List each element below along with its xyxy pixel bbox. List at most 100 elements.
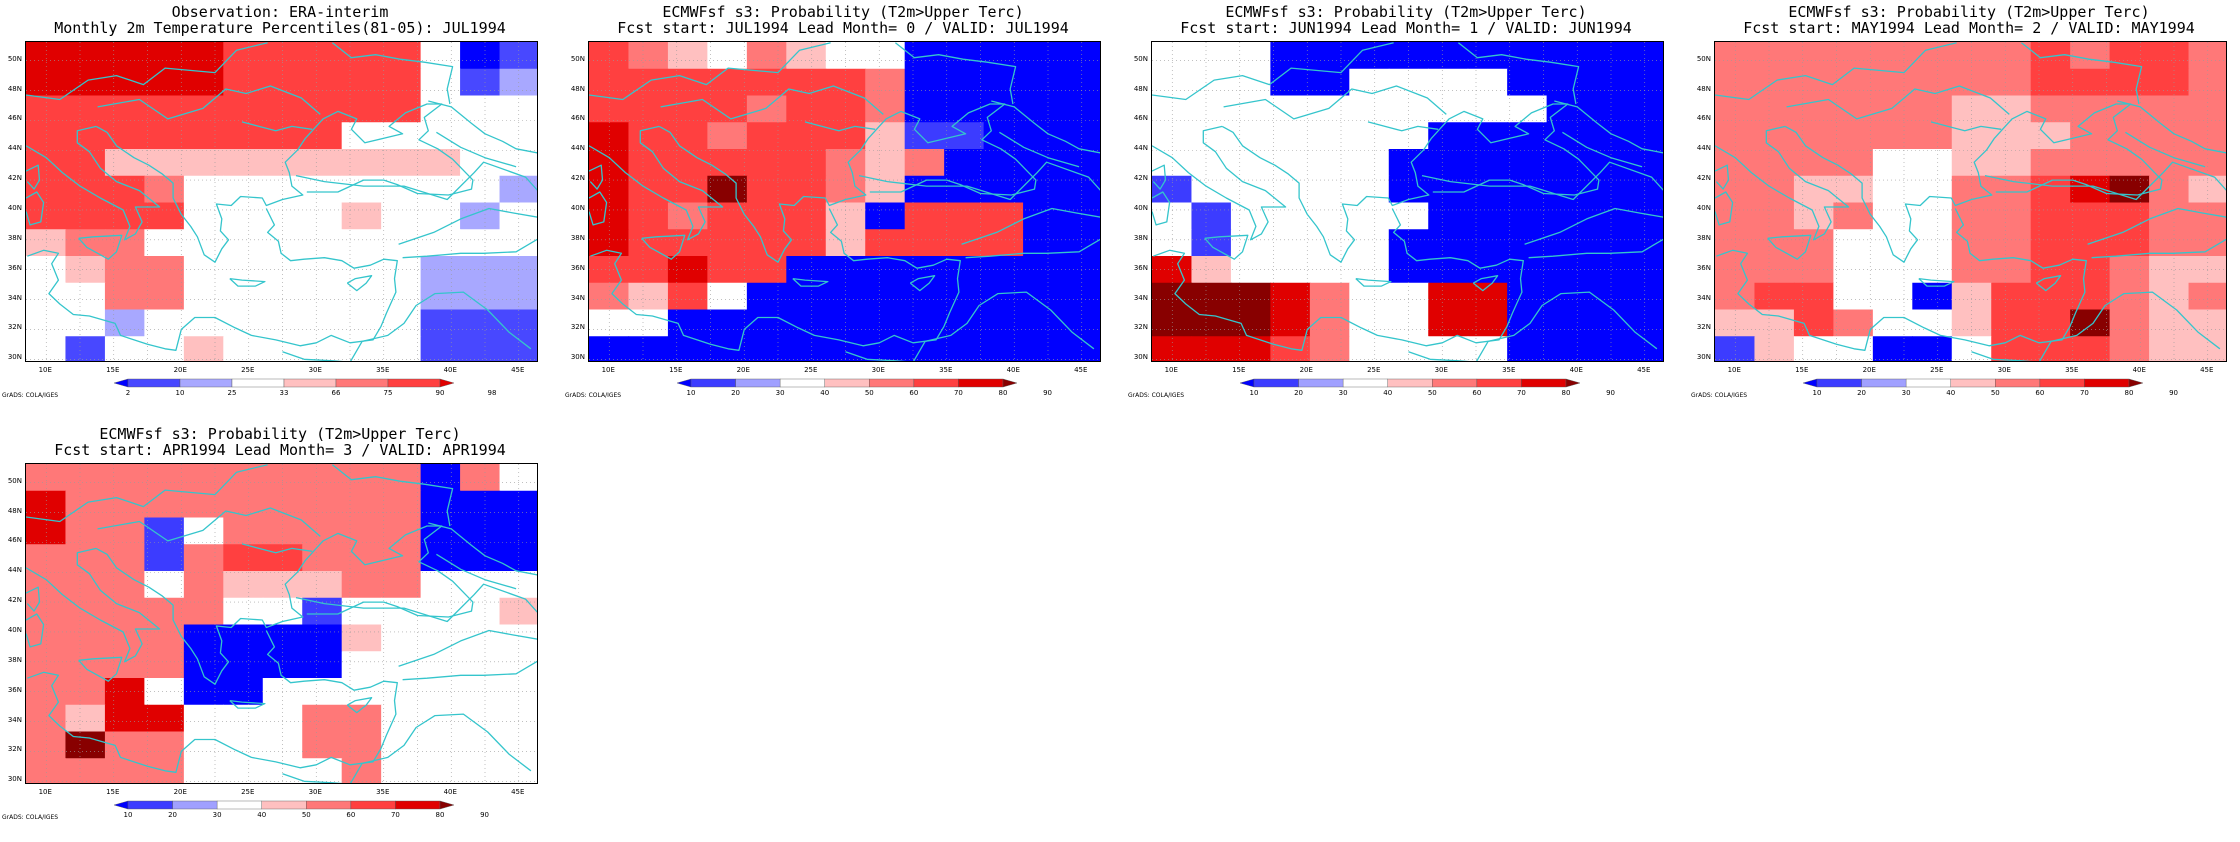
lat-tick-label: 40N — [7, 625, 22, 634]
grid-cell — [1872, 256, 1913, 284]
grid-cell — [1152, 202, 1193, 230]
lon-tick-label: 15E — [669, 366, 683, 374]
grid-cell — [1951, 149, 1992, 177]
grid-cell — [865, 42, 906, 70]
lat-tick-label: 48N — [1696, 84, 1711, 93]
grid-cell — [1388, 336, 1429, 361]
grid-cell — [104, 42, 145, 70]
lon-tick-label: 25E — [804, 366, 818, 374]
coastline — [346, 275, 373, 292]
grid-cell — [2030, 256, 2071, 284]
coastline — [589, 42, 831, 101]
grid-cell — [1546, 336, 1587, 361]
grid-cell — [2109, 68, 2150, 97]
lon-tick-label: 45E — [2200, 366, 2214, 374]
grid-cell — [825, 149, 866, 177]
grid-cell — [786, 202, 827, 230]
grid-cell — [1507, 309, 1548, 337]
lon-tick-label: 35E — [2065, 366, 2079, 374]
grid-cell — [1912, 282, 1953, 311]
grid-cell — [302, 309, 343, 337]
grid-cell — [1586, 336, 1627, 361]
grid-cell — [223, 95, 264, 123]
map-panel: Observation: ERA-interim Monthly 2m Tempe… — [0, 0, 560, 420]
grid-cell — [1467, 336, 1508, 361]
grid-cell — [2070, 42, 2111, 70]
grid-cell — [2030, 149, 2071, 177]
panel-title: ECMWFsf s3: Probability (T2m>Upper Terc) — [1788, 3, 2150, 21]
grid-cell — [707, 122, 748, 150]
shaded-map — [589, 42, 1100, 361]
lon-tick-label: 30E — [1434, 366, 1448, 374]
colorbar-swatch — [824, 378, 870, 388]
colorbar-swatch — [1802, 378, 1818, 388]
grid-cell — [460, 229, 501, 257]
lat-tick-label: 46N — [7, 114, 22, 123]
lat-tick-label: 40N — [1133, 203, 1148, 212]
grid-cell — [183, 731, 224, 759]
colorbar-label: 70 — [2079, 389, 2089, 397]
grid-cell — [1507, 68, 1548, 97]
lon-tick-label: 35E — [939, 366, 953, 374]
grid-cell — [65, 149, 106, 177]
grid-cell — [262, 544, 303, 572]
lat-tick-label: 40N — [570, 203, 585, 212]
grid-cell — [1023, 68, 1064, 97]
grid-cell — [707, 42, 748, 70]
coastline — [1152, 125, 1287, 241]
grid-cell — [262, 42, 303, 70]
grid-cell — [1625, 68, 1663, 97]
grid-cell — [223, 731, 264, 759]
grid-cell — [1349, 336, 1390, 361]
grid-cell — [1586, 149, 1627, 177]
grid-cell — [1754, 122, 1795, 150]
grid-cell — [2070, 282, 2111, 311]
grid-cell — [341, 149, 382, 177]
lat-tick-label: 38N — [570, 233, 585, 242]
colorbar-label: 90 — [1606, 389, 1616, 397]
coastline — [913, 291, 1095, 361]
lon-tick-label: 45E — [1074, 366, 1088, 374]
grid-cell — [983, 149, 1024, 177]
grid-cell — [341, 68, 382, 97]
lon-tick-label: 40E — [1569, 366, 1583, 374]
colorbar-swatch — [231, 378, 285, 388]
coastline — [1153, 208, 1524, 351]
grid-cell — [2030, 122, 2071, 150]
grid-cell — [1062, 282, 1100, 311]
grid-cell — [302, 517, 343, 545]
grid-cell — [104, 544, 145, 572]
grid-cell — [262, 517, 303, 545]
lon-tick-label: 30E — [1997, 366, 2011, 374]
colorbar-swatch — [1950, 378, 1996, 388]
coastline — [589, 125, 724, 241]
grid-cell — [1023, 336, 1064, 361]
lat-tick-label: 48N — [570, 84, 585, 93]
grid-cell — [1309, 42, 1350, 70]
coastline — [1367, 121, 1439, 132]
grid-cell — [1349, 256, 1390, 284]
grid-cell — [223, 758, 264, 783]
grid-cell — [262, 490, 303, 519]
lat-tick-label: 36N — [1133, 263, 1148, 272]
grid-cell — [144, 95, 185, 123]
grid-cell — [1793, 149, 1834, 177]
grid-cell — [1191, 256, 1232, 284]
colorbar-swatch — [350, 800, 396, 810]
grads-credit: GrADS: COLA/IGES — [565, 392, 622, 399]
grid-cell — [1270, 256, 1311, 284]
grid-cell — [1270, 42, 1311, 70]
grid-cell — [1309, 282, 1350, 311]
grid-cell — [1951, 336, 1992, 361]
grid-cell — [1023, 202, 1064, 230]
grid-cell — [904, 122, 945, 150]
grid-cell — [2188, 95, 2226, 123]
grid-cell — [2070, 336, 2111, 361]
grid-cell — [1428, 309, 1469, 337]
grid-cell — [104, 490, 145, 519]
grid-cell — [1872, 282, 1913, 311]
colorbar-swatch — [127, 378, 181, 388]
grid-cell — [1912, 95, 1953, 123]
grid-cell — [1428, 149, 1469, 177]
colorbar-swatch — [387, 378, 441, 388]
